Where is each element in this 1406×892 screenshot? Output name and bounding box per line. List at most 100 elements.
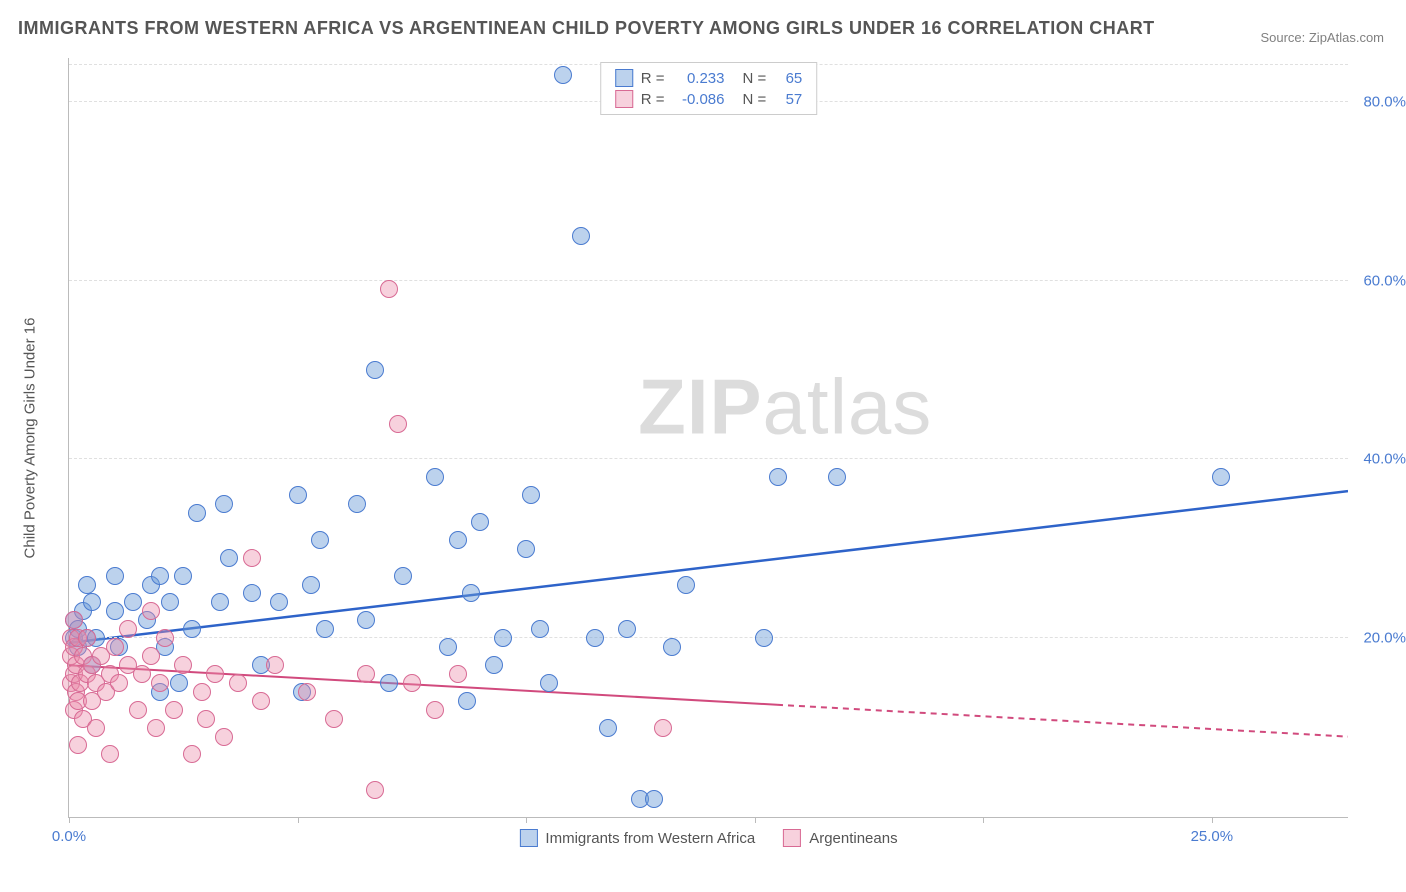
data-point-wafrica	[183, 620, 201, 638]
data-point-wafrica	[599, 719, 617, 737]
series-legend: Immigrants from Western Africa Argentinea…	[519, 829, 897, 847]
x-tick-label: 0.0%	[52, 828, 86, 845]
y-tick-label: 20.0%	[1363, 630, 1406, 647]
data-point-argentina	[101, 745, 119, 763]
data-point-wafrica	[769, 468, 787, 486]
chart-container: Child Poverty Among Girls Under 16 ZIPat…	[48, 58, 1384, 838]
series-legend-item-wafrica: Immigrants from Western Africa	[519, 829, 755, 847]
data-point-wafrica	[124, 593, 142, 611]
data-point-wafrica	[531, 620, 549, 638]
data-point-argentina	[142, 647, 160, 665]
data-point-argentina	[147, 719, 165, 737]
data-point-wafrica	[83, 593, 101, 611]
x-tick	[69, 817, 70, 823]
data-point-wafrica	[161, 593, 179, 611]
legend-N-value: 57	[774, 91, 802, 108]
data-point-argentina	[403, 674, 421, 692]
watermark: ZIPatlas	[638, 362, 932, 453]
legend-swatch	[615, 69, 633, 87]
data-point-argentina	[106, 638, 124, 656]
data-point-wafrica	[439, 638, 457, 656]
data-point-argentina	[183, 745, 201, 763]
data-point-wafrica	[106, 567, 124, 585]
chart-title: IMMIGRANTS FROM WESTERN AFRICA VS ARGENT…	[18, 18, 1155, 39]
data-point-argentina	[193, 683, 211, 701]
correlation-legend: R = 0.233 N = 65 R = -0.086 N = 57	[600, 62, 818, 115]
x-tick	[526, 817, 527, 823]
data-point-argentina	[243, 549, 261, 567]
legend-swatch	[519, 829, 537, 847]
data-point-wafrica	[522, 486, 540, 504]
data-point-wafrica	[311, 531, 329, 549]
data-point-argentina	[654, 719, 672, 737]
y-axis-label: Child Poverty Among Girls Under 16	[22, 318, 39, 559]
data-point-wafrica	[174, 567, 192, 585]
data-point-wafrica	[170, 674, 188, 692]
gridline	[69, 280, 1348, 281]
data-point-wafrica	[289, 486, 307, 504]
data-point-wafrica	[366, 361, 384, 379]
data-point-argentina	[129, 701, 147, 719]
x-tick	[298, 817, 299, 823]
data-point-argentina	[215, 728, 233, 746]
data-point-argentina	[325, 710, 343, 728]
data-point-wafrica	[188, 504, 206, 522]
data-point-wafrica	[380, 674, 398, 692]
data-point-argentina	[156, 629, 174, 647]
data-point-argentina	[298, 683, 316, 701]
data-point-argentina	[357, 665, 375, 683]
data-point-wafrica	[106, 602, 124, 620]
legend-R-value: -0.086	[673, 91, 725, 108]
data-point-wafrica	[462, 584, 480, 602]
data-point-wafrica	[517, 540, 535, 558]
data-point-argentina	[197, 710, 215, 728]
data-point-argentina	[133, 665, 151, 683]
data-point-argentina	[110, 674, 128, 692]
data-point-argentina	[151, 674, 169, 692]
gridline	[69, 458, 1348, 459]
plot-area: ZIPatlas R =0.233N =65R =-0.086N =57 Imm…	[68, 58, 1348, 818]
y-tick-label: 60.0%	[1363, 272, 1406, 289]
data-point-argentina	[266, 656, 284, 674]
data-point-wafrica	[828, 468, 846, 486]
legend-R-label: R =	[641, 91, 665, 108]
data-point-wafrica	[1212, 468, 1230, 486]
y-tick-label: 80.0%	[1363, 93, 1406, 110]
data-point-wafrica	[243, 584, 261, 602]
data-point-wafrica	[540, 674, 558, 692]
data-point-wafrica	[449, 531, 467, 549]
data-point-argentina	[174, 656, 192, 674]
x-tick	[983, 817, 984, 823]
data-point-argentina	[78, 629, 96, 647]
data-point-wafrica	[494, 629, 512, 647]
data-point-wafrica	[485, 656, 503, 674]
data-point-argentina	[389, 415, 407, 433]
data-point-wafrica	[270, 593, 288, 611]
data-point-wafrica	[677, 576, 695, 594]
data-point-wafrica	[78, 576, 96, 594]
data-point-argentina	[142, 602, 160, 620]
gridline	[69, 637, 1348, 638]
legend-N-value: 65	[774, 70, 802, 87]
data-point-argentina	[380, 280, 398, 298]
data-point-wafrica	[357, 611, 375, 629]
data-point-wafrica	[586, 629, 604, 647]
data-point-wafrica	[302, 576, 320, 594]
series-legend-item-argentina: Argentineans	[783, 829, 897, 847]
legend-R-value: 0.233	[673, 70, 725, 87]
legend-R-label: R =	[641, 70, 665, 87]
legend-N-label: N =	[743, 91, 767, 108]
data-point-wafrica	[645, 790, 663, 808]
data-point-wafrica	[663, 638, 681, 656]
x-tick	[755, 817, 756, 823]
source-label: Source: ZipAtlas.com	[1260, 30, 1384, 45]
data-point-wafrica	[348, 495, 366, 513]
legend-N-label: N =	[743, 70, 767, 87]
data-point-argentina	[69, 736, 87, 754]
data-point-wafrica	[220, 549, 238, 567]
data-point-wafrica	[755, 629, 773, 647]
data-point-wafrica	[618, 620, 636, 638]
data-point-wafrica	[215, 495, 233, 513]
data-point-argentina	[65, 611, 83, 629]
y-tick-label: 40.0%	[1363, 451, 1406, 468]
